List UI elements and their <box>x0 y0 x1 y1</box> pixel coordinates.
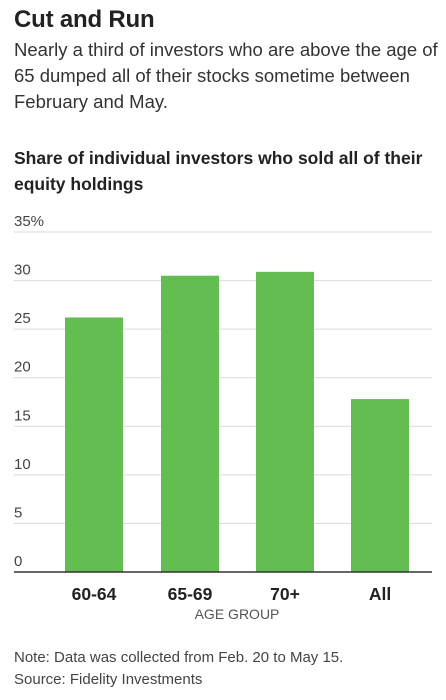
x-tick-label: 65-69 <box>168 584 213 604</box>
chart-note: Note: Data was collected from Feb. 20 to… <box>14 649 344 666</box>
bar-70+ <box>256 271 314 572</box>
x-tick-label: 60-64 <box>72 584 117 604</box>
y-tick-label: 10 <box>14 456 31 473</box>
y-tick-label: 30 <box>14 262 31 279</box>
chart-subheadline: Nearly a third of investors who are abov… <box>14 39 438 112</box>
bar-60-64 <box>65 317 123 572</box>
chart-title: Share of individual investors who sold a… <box>14 148 423 194</box>
y-tick-label: 25 <box>14 310 31 327</box>
bar-All <box>351 399 409 572</box>
x-axis-label: AGE GROUP <box>195 606 280 622</box>
chart-headline: Cut and Run <box>14 6 155 33</box>
bar-65-69 <box>161 275 219 572</box>
x-tick-label: All <box>369 584 391 604</box>
bar-chart: 0 5 10 15 20 25 30 35% 60-64 65-69 70+ All AGE GROUP <box>14 213 432 622</box>
y-tick-label: 0 <box>14 553 22 570</box>
x-tick-label: 70+ <box>270 584 300 604</box>
y-tick-label: 35% <box>14 213 44 230</box>
y-tick-label: 5 <box>14 504 22 521</box>
y-tick-label: 20 <box>14 359 31 376</box>
chart-source: Source: Fidelity Investments <box>14 671 203 688</box>
y-tick-label: 15 <box>14 407 31 424</box>
